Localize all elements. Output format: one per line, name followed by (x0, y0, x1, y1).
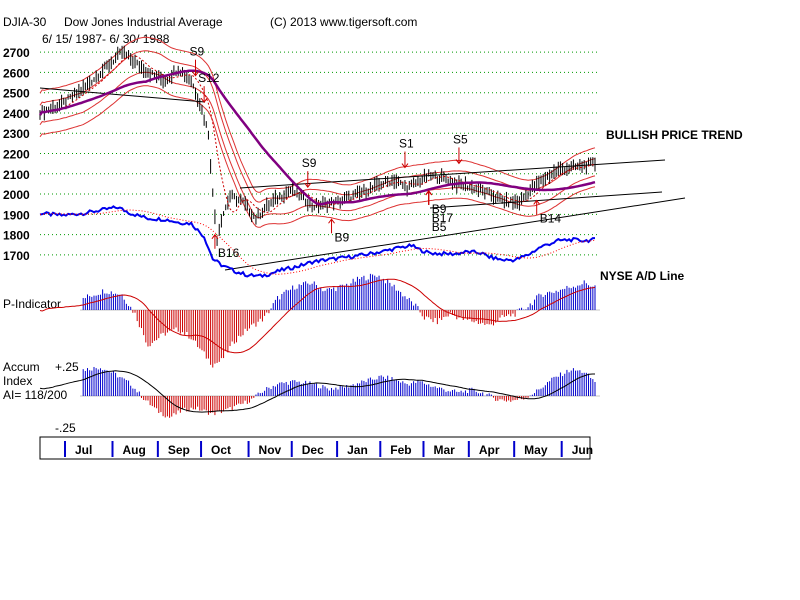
p-indicator-title: P-Indicator (3, 297, 61, 311)
sell-arrowhead (200, 97, 208, 103)
copyright-text: (C) 2013 www.tigersoft.com (270, 15, 417, 29)
month-label: Oct (211, 443, 231, 457)
sell-signal-label: S9 (189, 45, 204, 59)
buy-arrowhead (425, 190, 433, 196)
ad-line-path (39, 205, 595, 279)
moving-averages (38, 55, 596, 213)
buy-signal-label: B9 (335, 230, 350, 244)
ad-line-ma (39, 209, 596, 275)
month-label: Jun (572, 443, 593, 457)
buy-signal-label: B14 (540, 211, 562, 225)
price-tick-label: 2300 (3, 127, 30, 141)
month-axis: Jul Aug Sep Oct Nov Dec Jan Feb Mar Apr May Jun (64, 441, 593, 457)
accum-tick-bottom: -.25 (55, 421, 76, 435)
month-label: Nov (259, 443, 282, 457)
month-label: Aug (123, 443, 146, 457)
chart-title: Dow Jones Industrial Average (64, 15, 223, 29)
price-tick-label: 2400 (3, 107, 30, 121)
accum-index-ma (39, 370, 595, 413)
price-tick-label: 1800 (3, 229, 30, 243)
early-resistance-line (39, 87, 206, 103)
buy-signal-label: B16 (218, 246, 240, 260)
month-label: May (524, 443, 548, 457)
date-range: 6/ 15/ 1987- 6/ 30/ 1988 (42, 32, 170, 46)
month-label: Mar (433, 443, 455, 457)
sell-arrowhead (455, 159, 463, 165)
price-tick-label: 2700 (3, 46, 30, 60)
lower-support-trendline (224, 197, 686, 271)
price-tick-label: 2200 (3, 148, 30, 162)
month-label: Jul (75, 443, 92, 457)
month-label: Feb (390, 443, 411, 457)
accum-title-line1: Accum (3, 360, 40, 374)
month-axis-frame (39, 436, 591, 460)
ad-line-label: NYSE A/D Line (600, 269, 685, 283)
price-tick-label: 2600 (3, 66, 30, 80)
sell-signal-label: S5 (453, 132, 468, 146)
month-label: Apr (479, 443, 500, 457)
accum-index-histogram (39, 366, 596, 418)
price-tick-label: 1900 (3, 208, 30, 222)
price-tick-label: 1700 (3, 249, 30, 263)
buy-signal-label: B17 (432, 211, 454, 225)
nyse-ad-line (39, 205, 596, 279)
bullish-trend-label: BULLISH PRICE TREND (606, 128, 743, 142)
ma-10-dotted (39, 55, 595, 213)
buy-signal-label: B9 (432, 202, 447, 216)
month-label: Dec (302, 443, 324, 457)
p-indicator-histogram (39, 273, 596, 368)
chart-symbol: DJIA-30 (3, 15, 47, 29)
accum-tick-top: +.25 (55, 360, 79, 374)
bollinger-bands (39, 36, 596, 228)
mid-trendline (429, 191, 663, 209)
accum-ai-value: AI= 118/200 (3, 388, 67, 402)
p-indicator-ma (39, 278, 596, 354)
price-y-axis: 2700 2600 2500 2400 2300 2200 2100 2000 1900 1800… (3, 46, 30, 263)
sell-arrowhead (304, 182, 312, 189)
sell-signal-label: S1 (399, 137, 414, 151)
lower-band (39, 85, 596, 228)
month-label: Jan (347, 443, 368, 457)
inner-upper-band (39, 50, 596, 203)
ma-50-purple (38, 69, 596, 206)
price-tick-label: 2100 (3, 168, 30, 182)
upper-band (39, 36, 596, 193)
price-tick-label: 2000 (3, 188, 30, 202)
sell-signal-label: S12 (198, 71, 220, 85)
price-tick-label: 2500 (3, 87, 30, 101)
buy-arrowhead (328, 218, 335, 224)
sell-arrowhead (401, 163, 409, 169)
buy-arrowhead (211, 233, 219, 240)
accum-title-line2: Index (3, 374, 32, 388)
inner-lower-band (39, 71, 596, 219)
month-label: Sep (168, 443, 190, 457)
sell-arrowhead (192, 71, 199, 77)
buy-arrowhead (533, 199, 541, 205)
buy-signal-label: B5 (432, 220, 447, 234)
sell-signal-label: S9 (302, 156, 317, 170)
